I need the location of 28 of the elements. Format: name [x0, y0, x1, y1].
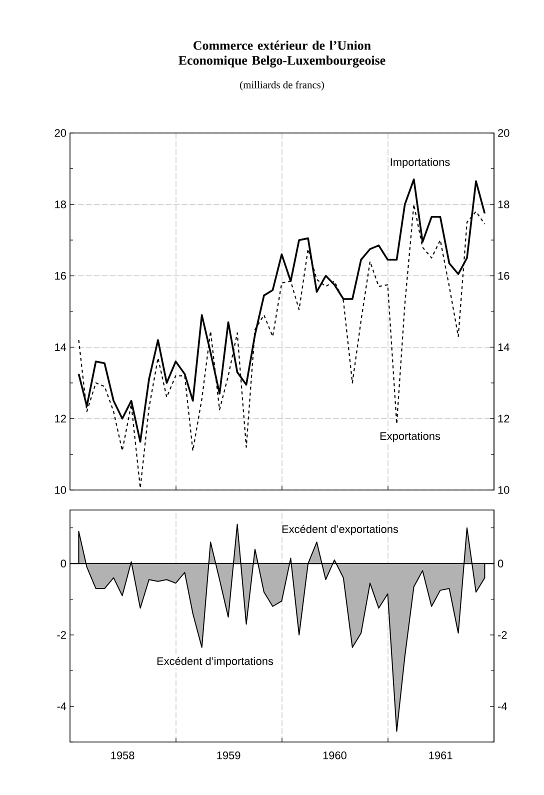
y-tick-label: -4	[57, 702, 66, 710]
y2-tick-label: -4	[498, 702, 507, 710]
annotation: Excédent d’exportations	[282, 524, 398, 536]
series-label: Exportations	[380, 432, 440, 442]
y2-tick-label: 14	[498, 343, 510, 351]
x-tick-label: 1959	[217, 752, 240, 760]
x-tick-label: 1960	[323, 752, 346, 760]
y-tick-label: 14	[55, 343, 66, 351]
series-label: Importations	[390, 158, 450, 168]
y-tick-label: -2	[57, 631, 66, 639]
chart-subtitle: (milliards de francs)	[240, 80, 324, 90]
y2-tick-label: 0	[498, 560, 504, 568]
y-tick-label: 18	[55, 200, 66, 208]
y2-tick-label: 10	[498, 486, 510, 494]
y-tick-label: 12	[55, 414, 66, 422]
y-tick-label: 10	[55, 486, 66, 494]
y-tick-label: 16	[55, 272, 66, 280]
y-tick-label: 0	[60, 560, 66, 568]
y2-tick-label: 16	[498, 272, 510, 280]
x-tick-label: 1961	[429, 752, 452, 760]
y-tick-label: 20	[54, 129, 66, 137]
y2-tick-label: 12	[498, 414, 510, 422]
y2-tick-label: -2	[498, 631, 507, 639]
x-tick-label: 1958	[111, 752, 134, 760]
annotation: Excédent d’importations	[157, 656, 274, 668]
y2-tick-label: 20	[498, 129, 510, 137]
chart-title: Commerce extérieur de l’Union Economique Belgo-Luxembourgeoise	[178, 40, 386, 68]
y2-tick-label: 18	[498, 200, 510, 208]
